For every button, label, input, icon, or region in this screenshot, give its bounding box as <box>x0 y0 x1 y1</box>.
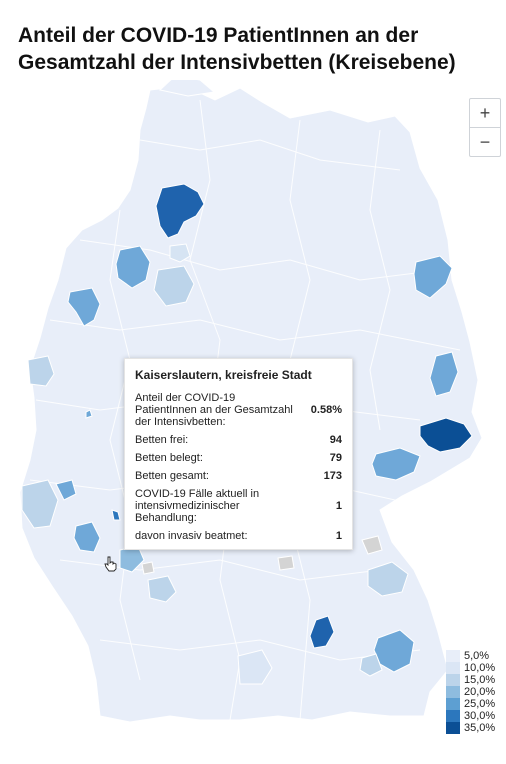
tooltip-value: 0.58% <box>310 404 342 416</box>
tooltip-row: Betten gesamt: 173 <box>135 470 342 482</box>
legend-item: 35,0% <box>446 722 495 734</box>
tooltip-label: COVID-19 Fälle aktuell in intensivmedizi… <box>135 488 260 524</box>
tooltip-row: Betten belegt: 79 <box>135 452 342 464</box>
legend-swatch <box>446 722 460 734</box>
tooltip-value: 1 <box>335 530 342 542</box>
map-region[interactable] <box>115 245 151 289</box>
zoom-out-button[interactable]: − <box>470 127 500 156</box>
tooltip-row: davon invasiv beatmet: 1 <box>135 530 342 542</box>
map-region[interactable] <box>147 575 177 603</box>
tooltip-row: COVID-19 Fälle aktuell in intensivmedizi… <box>135 488 342 524</box>
tooltip-value: 1 <box>335 500 342 512</box>
map-region[interactable] <box>27 355 55 387</box>
legend-item: 20,0% <box>446 686 495 698</box>
tooltip-value: 79 <box>329 452 342 464</box>
zoom-control: + − <box>469 98 501 157</box>
legend-item: 15,0% <box>446 674 495 686</box>
map-region[interactable] <box>361 535 383 555</box>
map-region[interactable] <box>67 287 101 327</box>
legend-swatch <box>446 662 460 674</box>
map-region[interactable] <box>277 555 295 571</box>
tooltip-row: Betten frei: 94 <box>135 434 342 446</box>
map-region[interactable] <box>85 409 93 419</box>
tooltip-region-name: Kaiserslautern, kreisfreie Stadt <box>135 368 312 382</box>
map-region[interactable] <box>429 351 459 397</box>
hand-cursor-icon <box>104 556 117 572</box>
map-region[interactable] <box>153 265 195 307</box>
tooltip-label: Betten gesamt: <box>135 470 209 482</box>
tooltip-label: Anteil der COVID-19 PatientInnen an der … <box>135 392 293 428</box>
map-region[interactable] <box>141 561 155 575</box>
legend-label: 15,0% <box>464 674 496 686</box>
map-region[interactable] <box>367 561 409 597</box>
map-region[interactable] <box>73 521 101 553</box>
map-region-dark[interactable] <box>309 615 335 649</box>
tooltip-value: 173 <box>323 470 342 482</box>
legend-swatch <box>446 674 460 686</box>
legend-item: 10,0% <box>446 662 495 674</box>
map-region[interactable] <box>158 80 216 97</box>
color-legend: 5,0% 10,0% 15,0% 20,0% 25,0% 30,0% 35,0% <box>446 650 495 734</box>
legend-label: 20,0% <box>464 686 496 698</box>
legend-item: 5,0% <box>446 650 495 662</box>
legend-swatch <box>446 698 460 710</box>
legend-label: 35,0% <box>464 722 496 734</box>
tooltip-value: 94 <box>329 434 342 446</box>
map-title: Anteil der COVID-19 PatientInnen an der … <box>18 24 456 74</box>
legend-label: 30,0% <box>464 710 496 722</box>
map-region-dark[interactable] <box>155 183 205 239</box>
legend-swatch <box>446 650 460 662</box>
tooltip-label: davon invasiv beatmet: <box>135 530 248 542</box>
tooltip-label: Betten frei: <box>135 434 189 446</box>
legend-label: 5,0% <box>464 650 490 662</box>
legend-item: 25,0% <box>446 698 495 710</box>
tooltip-row: Anteil der COVID-19 PatientInnen an der … <box>135 392 342 428</box>
zoom-in-button[interactable]: + <box>479 103 491 123</box>
map-region[interactable] <box>169 243 191 263</box>
map-region[interactable] <box>55 479 77 501</box>
map-region-darkest[interactable] <box>419 417 473 453</box>
legend-swatch <box>446 686 460 698</box>
map-region[interactable] <box>359 653 383 677</box>
legend-swatch <box>446 710 460 722</box>
map-region-selected[interactable] <box>111 509 121 521</box>
map-region[interactable] <box>237 649 273 685</box>
legend-label: 25,0% <box>464 698 496 710</box>
region-tooltip: Kaiserslautern, kreisfreie Stadt Anteil … <box>124 358 353 550</box>
map-region[interactable] <box>413 255 453 299</box>
map-region[interactable] <box>373 629 415 673</box>
map-region[interactable] <box>21 479 59 529</box>
map-region[interactable] <box>371 447 421 481</box>
legend-label: 10,0% <box>464 662 496 674</box>
tooltip-label: Betten belegt: <box>135 452 203 464</box>
legend-item: 30,0% <box>446 710 495 722</box>
